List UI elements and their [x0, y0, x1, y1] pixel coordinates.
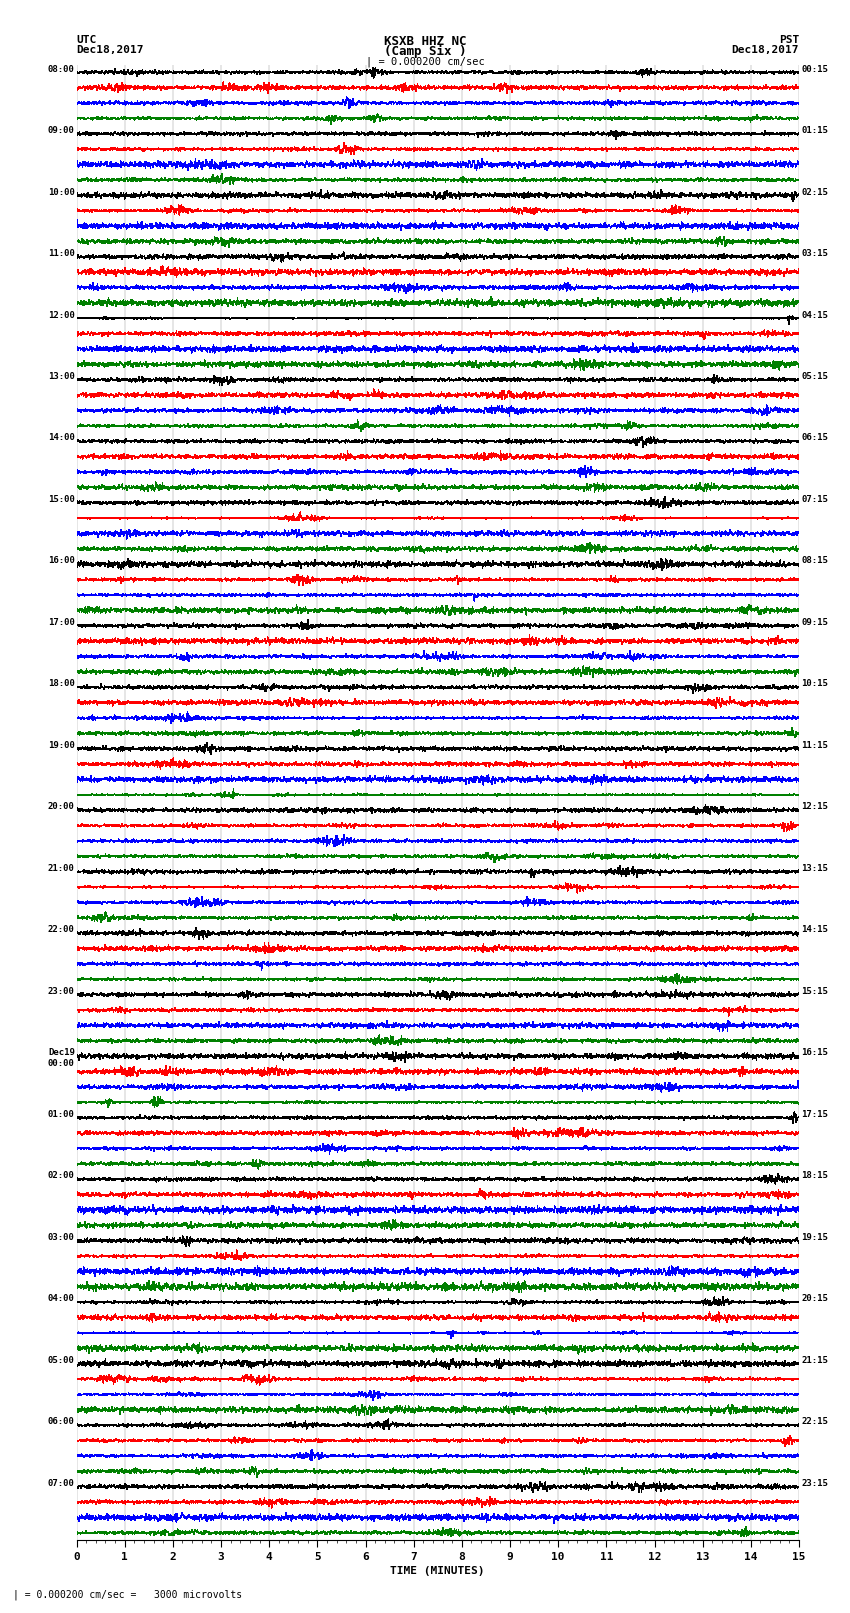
Text: 07:00: 07:00 — [48, 1479, 75, 1487]
Text: 13:15: 13:15 — [802, 865, 829, 873]
Text: 19:15: 19:15 — [802, 1232, 829, 1242]
Text: 04:15: 04:15 — [802, 311, 829, 319]
Text: 17:00: 17:00 — [48, 618, 75, 627]
X-axis label: TIME (MINUTES): TIME (MINUTES) — [390, 1566, 485, 1576]
Text: 10:15: 10:15 — [802, 679, 829, 689]
Text: 18:15: 18:15 — [802, 1171, 829, 1181]
Text: 20:15: 20:15 — [802, 1294, 829, 1303]
Text: 11:00: 11:00 — [48, 248, 75, 258]
Text: Dec18,2017: Dec18,2017 — [732, 45, 799, 55]
Text: 17:15: 17:15 — [802, 1110, 829, 1119]
Text: UTC: UTC — [76, 35, 97, 45]
Text: 00:15: 00:15 — [802, 65, 829, 74]
Text: 18:00: 18:00 — [48, 679, 75, 689]
Text: 21:15: 21:15 — [802, 1357, 829, 1365]
Text: 08:00: 08:00 — [48, 65, 75, 74]
Text: 10:00: 10:00 — [48, 187, 75, 197]
Text: 22:15: 22:15 — [802, 1418, 829, 1426]
Text: 11:15: 11:15 — [802, 740, 829, 750]
Text: 04:00: 04:00 — [48, 1294, 75, 1303]
Text: 21:00: 21:00 — [48, 865, 75, 873]
Text: 15:15: 15:15 — [802, 987, 829, 995]
Text: 12:00: 12:00 — [48, 311, 75, 319]
Text: PST: PST — [779, 35, 799, 45]
Text: 12:15: 12:15 — [802, 803, 829, 811]
Text: 09:15: 09:15 — [802, 618, 829, 627]
Text: 07:15: 07:15 — [802, 495, 829, 503]
Text: (Camp Six ): (Camp Six ) — [383, 45, 467, 58]
Text: 19:00: 19:00 — [48, 740, 75, 750]
Text: | = 0.000200 cm/sec: | = 0.000200 cm/sec — [366, 56, 484, 68]
Text: 23:15: 23:15 — [802, 1479, 829, 1487]
Text: 01:00: 01:00 — [48, 1110, 75, 1119]
Text: 06:15: 06:15 — [802, 434, 829, 442]
Text: | = 0.000200 cm/sec =   3000 microvolts: | = 0.000200 cm/sec = 3000 microvolts — [13, 1589, 242, 1600]
Text: 16:00: 16:00 — [48, 556, 75, 566]
Text: Dec19
00:00: Dec19 00:00 — [48, 1048, 75, 1068]
Text: 02:15: 02:15 — [802, 187, 829, 197]
Text: 09:00: 09:00 — [48, 126, 75, 135]
Text: 23:00: 23:00 — [48, 987, 75, 995]
Text: 05:00: 05:00 — [48, 1357, 75, 1365]
Text: 15:00: 15:00 — [48, 495, 75, 503]
Text: 16:15: 16:15 — [802, 1048, 829, 1058]
Text: 14:00: 14:00 — [48, 434, 75, 442]
Text: 03:15: 03:15 — [802, 248, 829, 258]
Text: 05:15: 05:15 — [802, 373, 829, 381]
Text: Dec18,2017: Dec18,2017 — [76, 45, 144, 55]
Text: 01:15: 01:15 — [802, 126, 829, 135]
Text: 06:00: 06:00 — [48, 1418, 75, 1426]
Text: 14:15: 14:15 — [802, 926, 829, 934]
Text: 02:00: 02:00 — [48, 1171, 75, 1181]
Text: 20:00: 20:00 — [48, 803, 75, 811]
Text: 13:00: 13:00 — [48, 373, 75, 381]
Text: KSXB HHZ NC: KSXB HHZ NC — [383, 35, 467, 48]
Text: 08:15: 08:15 — [802, 556, 829, 566]
Text: 03:00: 03:00 — [48, 1232, 75, 1242]
Text: 22:00: 22:00 — [48, 926, 75, 934]
